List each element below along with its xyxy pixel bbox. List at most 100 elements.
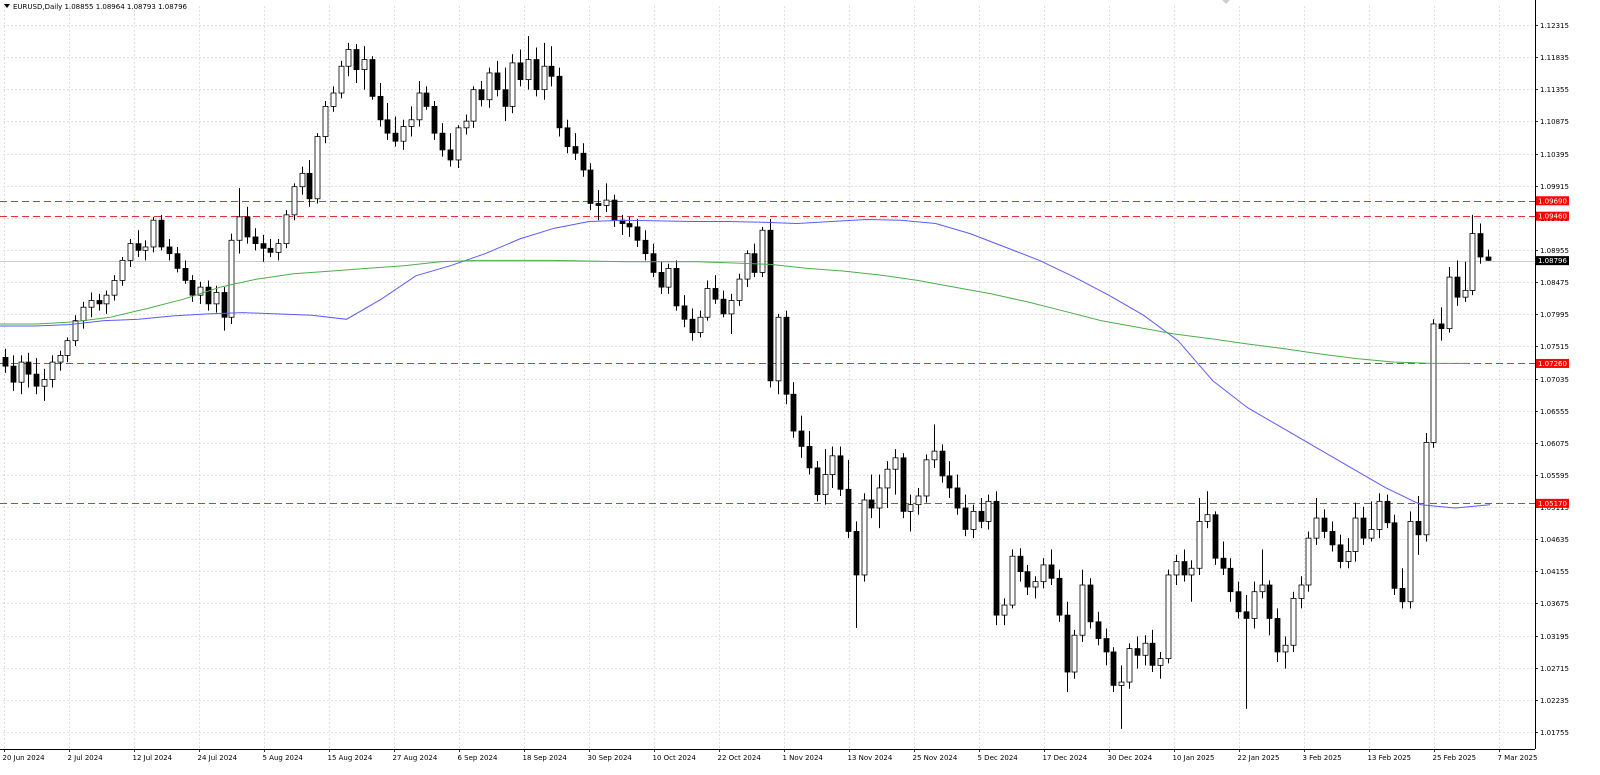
y-tick-label: 1.12315 <box>1540 22 1569 30</box>
level-badge-text: 1.09690 <box>1538 197 1567 205</box>
x-tick-label: 30 Dec 2024 <box>1108 754 1153 762</box>
candle-body <box>915 495 922 506</box>
candle-body <box>1423 442 1430 536</box>
candle-body <box>439 132 446 151</box>
candle-body <box>1391 522 1398 589</box>
candle-body <box>88 300 95 308</box>
candle-body <box>533 59 540 91</box>
candle-body <box>1196 521 1203 569</box>
candle-body <box>861 499 868 576</box>
candle-body <box>658 272 665 288</box>
candle-body <box>1087 584 1094 623</box>
candle-body <box>697 316 704 334</box>
candle-body <box>1188 567 1195 576</box>
candle-body <box>197 286 204 296</box>
y-tick-label: 1.04635 <box>1540 536 1569 544</box>
candle-body <box>853 531 860 576</box>
candle-body <box>1266 584 1273 619</box>
candle-body <box>1376 500 1383 530</box>
x-tick-label: 17 Dec 2024 <box>1043 754 1088 762</box>
candle-body <box>283 214 290 245</box>
chart-header: EURUSD,Daily 1.08855 1.08964 1.08793 1.0… <box>4 3 187 11</box>
candle-body <box>416 92 423 121</box>
candle-body <box>985 500 992 522</box>
candle-body <box>978 510 985 522</box>
candle-body <box>642 239 649 255</box>
candle-body <box>845 488 852 532</box>
candle-body <box>931 450 938 461</box>
candle-body <box>1454 276 1461 298</box>
candle-body <box>1009 555 1016 606</box>
candle-body <box>837 455 844 490</box>
x-tick-label: 22 Oct 2024 <box>718 754 762 762</box>
candle-body <box>673 267 680 307</box>
x-tick-label: 25 Feb 2025 <box>1433 754 1477 762</box>
y-tick-label: 1.09915 <box>1540 183 1569 191</box>
candle-body <box>1243 611 1250 619</box>
x-tick-label: 22 Jan 2025 <box>1238 754 1280 762</box>
x-tick-label: 10 Oct 2024 <box>653 754 697 762</box>
x-tick-label: 7 Mar 2025 <box>1498 754 1538 762</box>
candle-body <box>1017 555 1024 573</box>
candle-body <box>2 357 9 367</box>
candle-body <box>213 292 220 305</box>
x-tick-label: 1 Nov 2024 <box>783 754 824 762</box>
y-tick-label: 1.06555 <box>1540 408 1569 416</box>
x-tick-label: 12 Jul 2024 <box>133 754 173 762</box>
candle-body <box>744 253 751 280</box>
dropdown-arrow-icon[interactable] <box>4 4 10 8</box>
moving-averages <box>0 218 1491 509</box>
candle-body <box>267 247 274 253</box>
candle-body <box>96 300 103 305</box>
candle-body <box>1407 521 1414 603</box>
candle-body <box>306 172 313 200</box>
x-tick-label: 3 Feb 2025 <box>1303 754 1342 762</box>
y-tick-label: 1.07995 <box>1540 311 1569 319</box>
candle-body <box>525 59 532 81</box>
candle-body <box>49 361 56 380</box>
y-tick-label: 1.07515 <box>1540 343 1569 351</box>
candle-body <box>119 259 126 281</box>
candle-body <box>1181 561 1188 576</box>
candle-body <box>1235 591 1242 613</box>
candle-body <box>400 126 407 142</box>
candle-body <box>939 450 946 477</box>
x-tick-label: 18 Sep 2024 <box>523 754 568 762</box>
x-tick-label: 20 Jun 2024 <box>3 754 46 762</box>
y-tick-label: 1.06075 <box>1540 440 1569 448</box>
candle-body <box>111 280 118 296</box>
candle-body <box>1399 587 1406 603</box>
candle-body <box>486 72 493 101</box>
candle-body <box>322 106 329 137</box>
price-badges: 1.09690 1.09460 1.07260 1.05170 1.08796 <box>1536 196 1569 508</box>
candle-body <box>900 457 907 512</box>
y-tick-label: 1.10395 <box>1540 151 1569 159</box>
x-tick-label: 2 Jul 2024 <box>68 754 104 762</box>
candle-body <box>182 267 189 281</box>
level-badge-bg <box>1536 196 1569 206</box>
candle-body <box>923 459 930 497</box>
candle-body <box>345 49 352 67</box>
candle-body <box>1212 514 1219 559</box>
level-badge-text: 1.07260 <box>1538 360 1567 368</box>
y-tick-label: 1.03195 <box>1540 633 1569 641</box>
y-axis-labels: 1.12315 1.11835 1.11355 1.10875 1.10395 1.099… <box>1540 22 1569 737</box>
candle-body <box>1024 571 1031 588</box>
candle-body <box>1220 557 1227 569</box>
y-tick-label: 1.05595 <box>1540 472 1569 480</box>
candle-body <box>423 92 430 107</box>
candle-body <box>1305 537 1312 586</box>
candle-body <box>1110 651 1117 686</box>
candle-body <box>142 246 149 251</box>
candle-body <box>665 267 672 288</box>
candle-body <box>517 62 524 81</box>
candle-body <box>1462 290 1469 298</box>
candle-body <box>595 203 602 206</box>
candle-body <box>1345 551 1352 562</box>
candle-body <box>603 199 610 206</box>
level-badge-bg <box>1536 358 1569 368</box>
level-badge-text: 1.09460 <box>1538 213 1567 221</box>
candle-body <box>1274 618 1281 653</box>
